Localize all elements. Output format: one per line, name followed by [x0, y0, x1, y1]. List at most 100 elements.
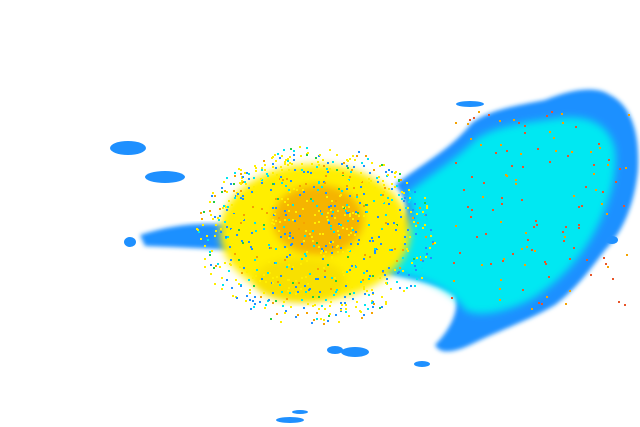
echo-pixel — [321, 213, 323, 215]
echo-pixel — [327, 171, 329, 173]
echo-pixel — [230, 264, 232, 266]
echo-pixel — [273, 255, 275, 257]
echo-pixel — [246, 258, 248, 260]
echo-pixel — [232, 295, 234, 297]
echo-pixel — [432, 241, 434, 243]
echo-pixel — [345, 308, 347, 310]
echo-pixel — [323, 165, 325, 167]
echo-pixel — [346, 185, 348, 187]
echo-cell — [124, 237, 136, 247]
echo-pixel — [324, 276, 326, 278]
echo-pixel — [372, 306, 374, 308]
echo-pixel — [346, 165, 348, 167]
echo-pixel — [344, 296, 346, 298]
echo-pixel — [553, 137, 555, 139]
echo-pixel — [347, 256, 349, 258]
echo-pixel — [297, 291, 299, 293]
echo-pixel — [217, 217, 219, 219]
echo-pixel — [390, 239, 392, 241]
echo-pixel — [242, 242, 244, 244]
echo-pixel — [367, 158, 369, 160]
echo-pixel — [307, 152, 309, 154]
echo-pixel — [300, 263, 302, 265]
echo-pixel — [338, 223, 340, 225]
echo-pixel — [278, 217, 280, 219]
echo-pixel — [222, 284, 224, 286]
echo-pixel — [500, 279, 502, 281]
echo-pixel — [270, 318, 272, 320]
echo-pixel — [255, 230, 257, 232]
echo-pixel — [289, 232, 291, 234]
echo-pixel — [346, 271, 348, 273]
echo-pixel — [244, 237, 246, 239]
echo-pixel — [204, 258, 206, 260]
echo-pixel — [317, 278, 319, 280]
echo-pixel — [287, 290, 289, 292]
echo-pixel — [546, 296, 548, 298]
echo-pixel — [358, 263, 360, 265]
echo-pixel — [352, 218, 354, 220]
echo-pixel — [293, 154, 295, 156]
echo-pixel — [345, 285, 347, 287]
echo-pixel — [333, 246, 335, 248]
echo-pixel — [374, 250, 376, 252]
echo-pixel — [280, 321, 282, 323]
echo-pixel — [372, 223, 374, 225]
echo-pixel — [237, 232, 239, 234]
echo-pixel — [249, 289, 251, 291]
echo-pixel — [240, 173, 242, 175]
echo-pixel — [235, 231, 237, 233]
echo-pixel — [391, 249, 393, 251]
echo-pixel — [246, 295, 248, 297]
echo-pixel — [412, 209, 414, 211]
echo-pixel — [314, 214, 316, 216]
echo-pixel — [360, 172, 362, 174]
echo-pixel — [375, 238, 377, 240]
echo-pixel — [286, 248, 288, 250]
echo-pixel — [384, 264, 386, 266]
echo-pixel — [522, 289, 524, 291]
echo-pixel — [551, 111, 553, 113]
echo-pixel — [305, 291, 307, 293]
echo-pixel — [382, 180, 384, 182]
echo-pixel — [204, 245, 206, 247]
echo-pixel — [268, 299, 270, 301]
echo-pixel — [318, 296, 320, 298]
echo-pixel — [246, 172, 248, 174]
echo-pixel — [372, 292, 374, 294]
echo-pixel — [289, 292, 291, 294]
echo-pixel — [537, 148, 539, 150]
echo-pixel — [476, 236, 478, 238]
echo-pixel — [254, 303, 256, 305]
echo-pixel — [354, 234, 356, 236]
echo-pixel — [396, 185, 398, 187]
echo-pixel — [316, 166, 318, 168]
echo-pixel — [272, 219, 274, 221]
echo-pixel — [281, 182, 283, 184]
echo-pixel — [319, 291, 321, 293]
echo-pixel — [230, 225, 232, 227]
echo-pixel — [284, 210, 286, 212]
echo-pixel — [252, 277, 254, 279]
echo-pixel — [330, 209, 332, 211]
echo-pixel — [402, 249, 404, 251]
echo-pixel — [275, 220, 277, 222]
echo-pixel — [264, 213, 266, 215]
echo-pixel — [338, 234, 340, 236]
echo-pixel — [555, 150, 557, 152]
echo-pixel — [430, 235, 432, 237]
echo-pixel — [471, 176, 473, 178]
echo-pixel — [255, 170, 257, 172]
echo-pixel — [349, 269, 351, 271]
echo-pixel — [315, 157, 317, 159]
echo-pixel — [286, 298, 288, 300]
echo-pixel — [372, 242, 374, 244]
echo-pixel — [250, 308, 252, 310]
echo-pixel — [207, 239, 209, 241]
echo-pixel — [264, 169, 266, 171]
echo-pixel — [333, 231, 335, 233]
echo-pixel — [383, 262, 385, 264]
echo-pixel — [267, 175, 269, 177]
echo-pixel — [209, 251, 211, 253]
echo-pixel — [520, 153, 522, 155]
